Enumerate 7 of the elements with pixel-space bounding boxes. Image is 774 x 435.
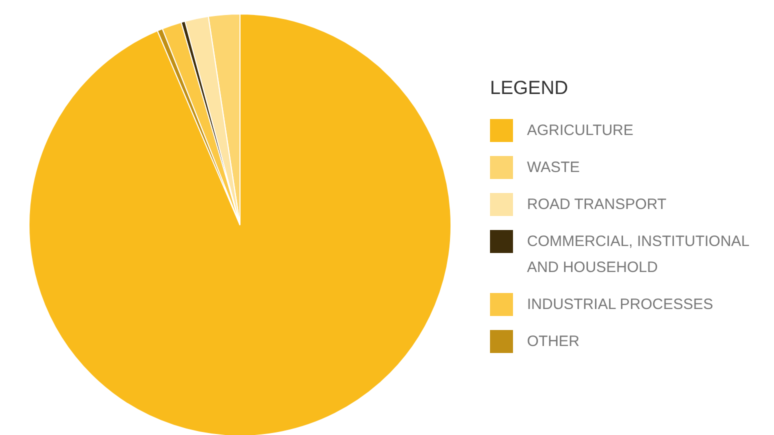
legend-label: ROAD TRANSPORT xyxy=(527,195,668,215)
legend-label: COMMERCIAL, INSTITUTIONAL AND HOUSEHOLD xyxy=(527,232,750,278)
legend-label: AGRICULTURE xyxy=(527,121,634,141)
legend-label: INDUSTRIAL PROCESSES xyxy=(527,295,714,315)
legend-title: LEGEND xyxy=(490,78,570,100)
legend-label: WASTE xyxy=(527,158,581,178)
legend-label: OTHER xyxy=(527,332,580,352)
